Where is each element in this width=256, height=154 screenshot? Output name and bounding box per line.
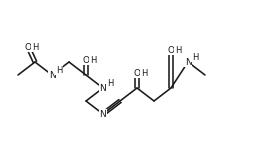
Text: N: N: [100, 109, 106, 118]
Text: H: H: [141, 69, 147, 77]
Text: N: N: [100, 83, 106, 93]
Text: H: H: [175, 45, 181, 55]
Text: N: N: [49, 71, 55, 79]
Text: H: H: [90, 55, 96, 65]
Text: N: N: [185, 57, 191, 67]
Text: H: H: [192, 53, 198, 61]
Text: H: H: [107, 79, 113, 87]
Text: O: O: [25, 43, 31, 51]
Text: H: H: [56, 65, 62, 75]
Text: O: O: [167, 45, 175, 55]
Text: H: H: [32, 43, 38, 51]
Text: O: O: [82, 55, 90, 65]
Text: O: O: [133, 69, 141, 77]
